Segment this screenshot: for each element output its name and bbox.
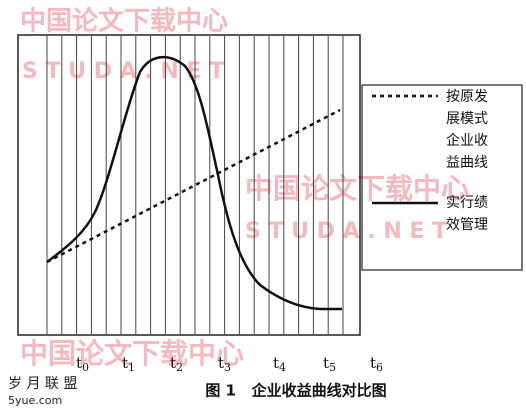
watermark: 5yue.com xyxy=(8,394,62,407)
x-label-sub: 6 xyxy=(376,361,383,374)
x-label-base: t xyxy=(323,354,329,372)
legend-frame xyxy=(361,84,523,271)
x-label: t5 xyxy=(323,354,336,374)
x-label: t1 xyxy=(122,354,135,374)
x-label-base: t xyxy=(370,354,376,372)
x-label-sub: 0 xyxy=(82,361,89,374)
x-label-base: t xyxy=(122,354,128,372)
plot-frame xyxy=(17,34,361,336)
watermark: 岁 月 联 盟 xyxy=(8,376,77,392)
x-label-sub: 1 xyxy=(128,361,135,374)
x-label-sub: 2 xyxy=(176,361,183,374)
legend-label: 展模式 xyxy=(446,111,488,127)
watermarks: 中国论文下载中心 S T U D A . N E T 中国论文下载中心 S T … xyxy=(8,6,469,408)
x-label-sub: 4 xyxy=(279,361,286,374)
x-label: t4 xyxy=(273,354,286,374)
x-label-base: t xyxy=(76,354,82,372)
x-label-base: t xyxy=(218,354,224,372)
watermark: S T U D A . N E T xyxy=(22,59,224,84)
solid-curve xyxy=(46,56,342,311)
x-label-base: t xyxy=(273,354,279,372)
watermark: 中国论文下载中心 xyxy=(245,172,469,205)
caption: 图 1 企业收益曲线对比图 xyxy=(205,382,386,400)
watermark: 中国论文下载中心 xyxy=(20,337,244,370)
watermark: S T U D A . N E T xyxy=(245,219,447,244)
x-labels: t0 t1 t2 t3 t4 t5 t6 xyxy=(76,354,383,374)
grid xyxy=(46,36,344,334)
legend-label: 按原发 xyxy=(446,89,488,105)
watermark: 中国论文下载中心 xyxy=(20,6,228,37)
legend-label: 企业收 xyxy=(446,132,488,149)
x-label: t0 xyxy=(76,354,89,374)
legend-label: 效管理 xyxy=(446,217,488,233)
legend-label: 益曲线 xyxy=(446,155,488,171)
x-label: t3 xyxy=(218,354,231,374)
x-label-sub: 5 xyxy=(329,361,336,374)
legend-label: 实行绩 xyxy=(446,195,488,211)
x-label: t6 xyxy=(370,354,383,374)
dashed-curve xyxy=(46,108,341,264)
x-label: t2 xyxy=(170,354,183,374)
x-label-sub: 3 xyxy=(224,361,231,374)
x-label-base: t xyxy=(170,354,176,372)
